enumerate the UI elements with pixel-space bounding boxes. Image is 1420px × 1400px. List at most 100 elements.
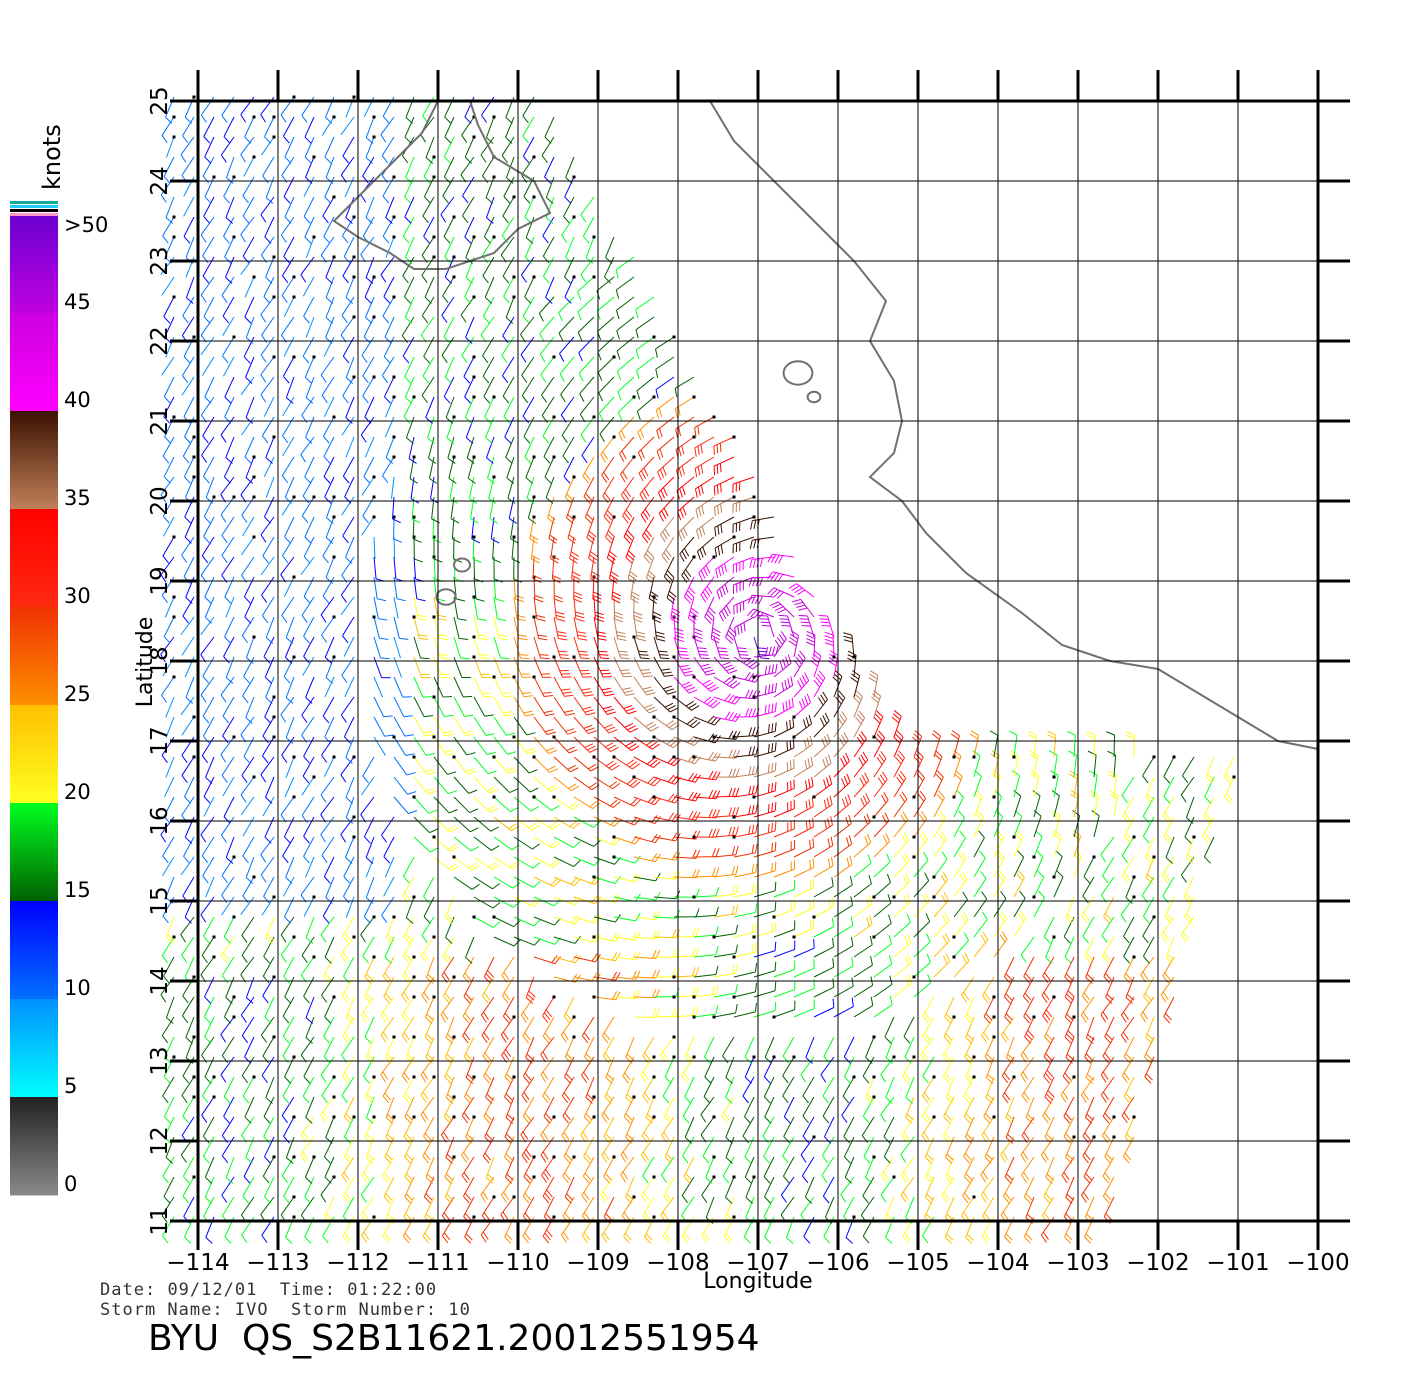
wind-barb [613, 676, 635, 696]
wind-barb [562, 436, 575, 464]
legend-band [10, 411, 58, 510]
wind-barb [812, 775, 833, 799]
wind-barb [865, 1155, 876, 1184]
wind-barb [365, 1075, 376, 1104]
wind-barb [401, 1056, 415, 1084]
wind-barb [1162, 876, 1175, 904]
wind-barb [933, 932, 950, 958]
wind-barb [862, 1176, 875, 1204]
wind-barb [1003, 976, 1015, 1004]
wind-barb [492, 675, 513, 698]
wind-barb [963, 1075, 976, 1104]
wind-barb [758, 614, 775, 638]
wind-barb [383, 876, 395, 897]
wind-barb [1064, 1015, 1076, 1044]
wind-barb [523, 1155, 536, 1184]
wind-barb [361, 1156, 375, 1183]
wind-barb [265, 916, 275, 944]
wind-barb [893, 913, 911, 938]
wind-barb [821, 1136, 835, 1164]
wind-barb [423, 155, 436, 184]
wind-barb [712, 924, 739, 939]
wind-barb [305, 235, 316, 258]
wind-barb [619, 436, 635, 462]
wind-barb [716, 576, 735, 600]
wind-barb [883, 1136, 895, 1164]
wind-barb [521, 356, 535, 383]
lon-tick-label: −110 [486, 1250, 549, 1276]
wind-barb [300, 1116, 315, 1143]
wind-barb [802, 1096, 815, 1124]
wind-barb [633, 989, 660, 999]
wind-barb [853, 813, 871, 838]
wind-barb [423, 1116, 435, 1144]
wind-barb [553, 696, 576, 716]
wind-barb [573, 636, 590, 660]
wind-barb [244, 275, 256, 298]
wind-barb [1140, 996, 1155, 1023]
wind-barb [773, 980, 796, 998]
wind-barb [373, 656, 391, 679]
wind-barb [222, 316, 235, 337]
wind-barb [443, 1095, 456, 1124]
wind-barb [1122, 796, 1135, 824]
wind-barb [322, 696, 335, 724]
wind-barb [181, 936, 195, 963]
wind-barb [165, 916, 175, 944]
wind-barb [493, 736, 517, 755]
wind-barb [240, 896, 255, 915]
date-label: Date: [100, 1280, 157, 1300]
wind-barb [181, 316, 195, 344]
wind-barb [383, 375, 396, 404]
wind-barb [818, 614, 835, 638]
wind-barb [592, 991, 621, 1001]
wind-barb [862, 1056, 875, 1084]
island [806, 390, 822, 404]
wind-barb [980, 1176, 995, 1203]
wind-barb [693, 789, 721, 800]
wind-barb [802, 1156, 815, 1184]
wind-barb [182, 1156, 195, 1184]
wind-barb [1004, 1156, 1015, 1184]
wind-barb [433, 636, 450, 660]
wind-barb [533, 836, 561, 849]
wind-barb [748, 576, 775, 587]
wind-barb [833, 814, 852, 838]
wind-barb [1065, 1036, 1075, 1064]
wind-barb [453, 736, 476, 756]
wind-barb [904, 1036, 915, 1064]
wind-barb [201, 436, 215, 463]
wind-barb [653, 890, 681, 900]
wind-barb [221, 956, 235, 984]
wind-barb [242, 1176, 255, 1204]
wind-barb [341, 1036, 355, 1063]
wind-barb [613, 776, 641, 788]
wind-barb [393, 776, 417, 795]
wind-barb [725, 1175, 736, 1204]
wind-barb [813, 877, 834, 898]
wind-barb [182, 435, 196, 464]
wind-barb [413, 736, 436, 756]
wind-barb [633, 910, 661, 921]
wind-barb [1020, 1136, 1035, 1163]
wind-barb [636, 376, 655, 400]
wind-barb [302, 276, 315, 297]
lat-tick-label: 19 [147, 566, 173, 595]
wind-barb [703, 1036, 715, 1064]
wind-barb [853, 792, 870, 818]
wind-barb [945, 1156, 955, 1184]
wind-barb [221, 516, 235, 543]
wind-barb [162, 1156, 175, 1184]
wind-barb [764, 1096, 775, 1124]
wind-barb [162, 1076, 175, 1104]
wind-barb [501, 956, 515, 983]
wind-barb [973, 891, 988, 918]
wind-barb [221, 896, 235, 916]
wind-barb [753, 801, 777, 818]
wind-barb [613, 970, 641, 980]
wind-barb [553, 756, 579, 773]
wind-barb [263, 396, 275, 417]
wind-barb [453, 596, 467, 621]
wind-barb [893, 852, 910, 878]
wind-barb [522, 1056, 535, 1084]
